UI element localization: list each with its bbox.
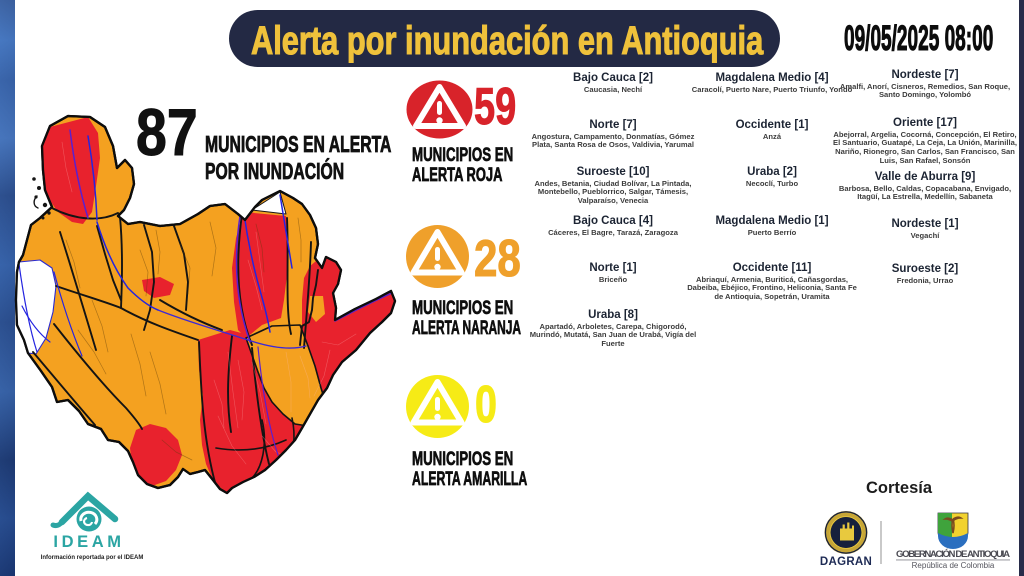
svg-text:República de Colombia: República de Colombia: [912, 561, 995, 570]
svg-text:DAGRAN: DAGRAN: [820, 556, 872, 568]
svg-text:Información reportada por el I: Información reportada por el IDEAM: [41, 555, 144, 561]
svg-text:IDEAM: IDEAM: [53, 533, 124, 551]
svg-text:GOBERNACIÓN DE ANTIOQUIA: GOBERNACIÓN DE ANTIOQUIA: [896, 548, 1010, 560]
